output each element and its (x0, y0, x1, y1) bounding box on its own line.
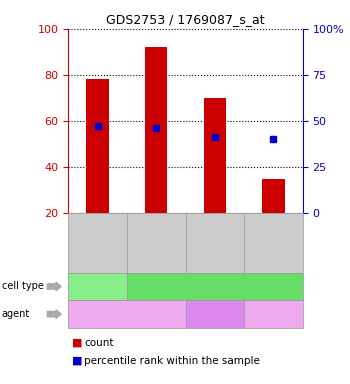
Text: ■: ■ (72, 356, 82, 366)
Bar (145, 47, 167, 213)
Text: untreated: untreated (106, 310, 148, 319)
Text: 7-hydroxyin
dole: 7-hydroxyin dole (190, 305, 240, 324)
Text: satin (indol
e-2,3-dione): satin (indol e-2,3-dione) (248, 305, 299, 324)
Bar (204, 98, 226, 213)
Text: biofilm cells: biofilm cells (188, 282, 242, 291)
Text: GDS2753 / 1769087_s_at: GDS2753 / 1769087_s_at (106, 13, 265, 26)
Text: cell type: cell type (2, 281, 44, 291)
Text: GSM143160: GSM143160 (210, 215, 219, 270)
Text: ■: ■ (72, 338, 82, 348)
Text: agent: agent (2, 309, 30, 319)
Text: count: count (84, 338, 113, 348)
Text: GSM143158: GSM143158 (93, 215, 102, 270)
Bar (86, 79, 109, 213)
Text: GSM143161: GSM143161 (269, 215, 278, 270)
Text: percentile rank within the sample: percentile rank within the sample (84, 356, 260, 366)
Text: GSM143159: GSM143159 (152, 215, 161, 270)
Bar (262, 179, 285, 213)
Text: suspension
cells: suspension cells (72, 277, 123, 296)
